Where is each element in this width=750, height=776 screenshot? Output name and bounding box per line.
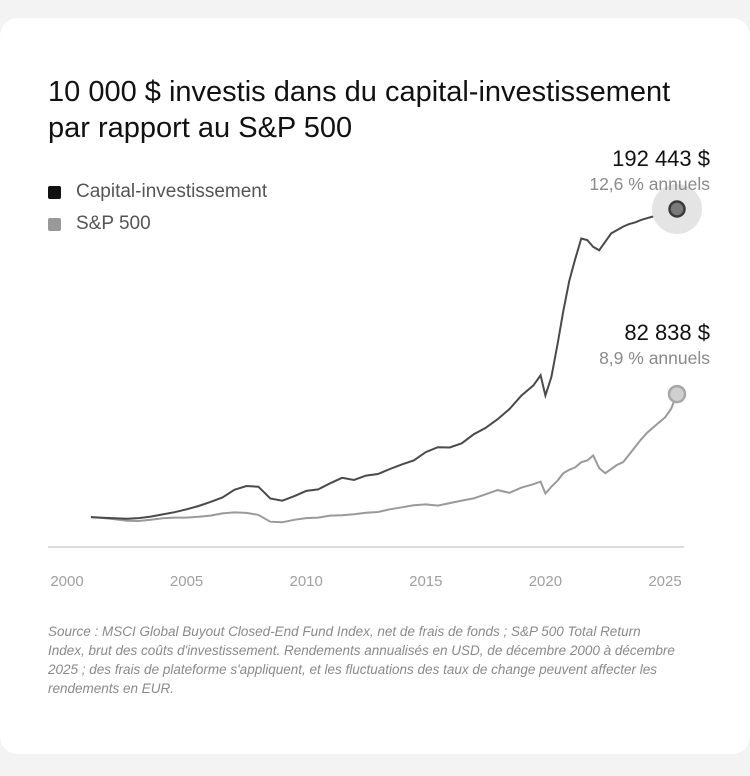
x-tick-label: 2015 (409, 573, 442, 590)
legend-label-sp: S&P 500 (76, 213, 151, 234)
x-tick-labels: 2000 2005 2010 2015 2020 2025 (50, 573, 681, 590)
legend-swatch-sp (48, 217, 61, 231)
legend-item-pe: Capital-investissement (48, 176, 267, 208)
end-point-sp500 (667, 384, 687, 404)
legend-label-pe: Capital-investissement (76, 181, 268, 202)
chart-title: 10 000 $ investis dans du capital-invest… (48, 76, 671, 144)
series-line-sp500 (90, 393, 678, 524)
source-note: Source : MSCI Global Buyout Closed-End F… (48, 624, 675, 696)
annotation-value-pe: 192 443 $ (612, 146, 710, 171)
legend: Capital-investissement S&P 500 (48, 176, 267, 240)
end-point-pe (668, 200, 686, 218)
annotation-rate-sp500: 8,9 % annuels (599, 348, 710, 368)
series-line-pe (90, 208, 678, 520)
x-tick-label: 2000 (50, 573, 83, 590)
x-tick-label: 2005 (170, 573, 203, 590)
x-tick-label: 2025 (648, 573, 681, 590)
x-tick-label: 2010 (290, 573, 323, 590)
x-tick-label: 2020 (529, 573, 562, 590)
legend-swatch-pe (48, 185, 61, 199)
annotation-rate-pe: 12,6 % annuels (589, 174, 710, 194)
chart-card (0, 18, 750, 754)
annotation-value-sp500: 82 838 $ (624, 320, 710, 345)
legend-item-sp: S&P 500 (48, 208, 267, 240)
